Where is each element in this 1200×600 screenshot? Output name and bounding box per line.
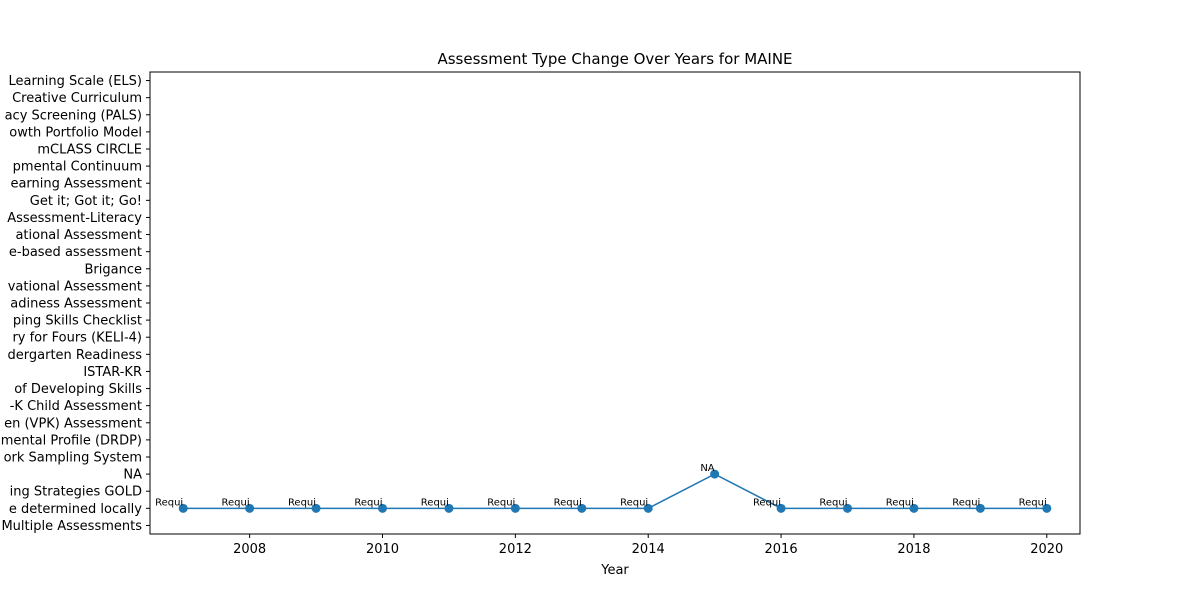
data-point-label: Requi: [354, 497, 382, 508]
y-tick-label: Learning Scale (ELS): [8, 74, 142, 89]
data-point: [510, 503, 520, 513]
data-point-label: Requi: [554, 497, 582, 508]
data-point-label: Requi: [155, 497, 183, 508]
y-tick-label: Assessment-Literacy: [7, 211, 142, 226]
y-tick-label: dergarten Readiness: [8, 348, 143, 363]
y-tick-label: adiness Assessment: [10, 297, 142, 312]
y-tick-label: of Developing Skills: [14, 382, 142, 397]
y-tick-label: vational Assessment: [8, 279, 142, 294]
data-point-label: Requi: [753, 497, 781, 508]
data-point: [776, 503, 786, 513]
x-tick-label: 2016: [765, 542, 798, 557]
series-line: [183, 473, 1047, 510]
y-tick-label: mCLASS CIRCLE: [37, 143, 142, 158]
data-point: [643, 503, 653, 513]
y-tick-label: e determined locally: [9, 502, 142, 517]
data-point-label: NA: [700, 463, 714, 474]
y-tick-label: pmental Continuum: [13, 160, 142, 175]
y-tick-label: Multiple Assessments: [1, 519, 142, 534]
data-point: [245, 503, 255, 513]
data-point-label: Requi: [886, 497, 914, 508]
data-point: [178, 503, 188, 513]
y-tick-label: earning Assessment: [10, 177, 142, 192]
data-point: [710, 469, 720, 479]
data-point-label: Requi: [288, 497, 316, 508]
y-tick-label: ork Sampling System: [4, 451, 142, 466]
data-point: [378, 503, 387, 513]
y-tick-label: ISTAR-KR: [83, 365, 142, 380]
x-tick-label: 2018: [897, 542, 930, 557]
data-point-label: Requi: [487, 497, 515, 508]
data-point: [444, 503, 454, 513]
plot-area-frame: [149, 71, 1081, 535]
x-tick-label: 2010: [366, 542, 399, 557]
y-tick-label: e-based assessment: [9, 245, 142, 260]
x-tick-label: 2014: [632, 542, 665, 557]
x-tick-label: 2012: [499, 542, 532, 557]
x-tick-label: 2008: [233, 542, 266, 557]
x-axis-ticks: 2008 2010 2012 2014 2016 2018 2020: [233, 534, 1063, 557]
y-tick-label: ing Strategies GOLD: [10, 485, 142, 500]
y-tick-label: Creative Curriculum: [12, 91, 142, 106]
x-tick-label: 2020: [1030, 542, 1063, 557]
y-tick-label: Get it; Got it; Go!: [30, 194, 142, 209]
y-tick-label: Brigance: [85, 262, 142, 277]
y-tick-label: ry for Fours (KELI-4): [12, 331, 142, 346]
data-point: [311, 503, 321, 513]
data-point: [1042, 503, 1052, 513]
data-point-label: Requi: [819, 497, 847, 508]
y-tick-label: owth Portfolio Model: [9, 125, 142, 140]
y-tick-label: NA: [123, 468, 142, 483]
chart-title: Assessment Type Change Over Years for MA…: [437, 50, 792, 68]
data-point: [843, 503, 852, 513]
y-tick-label: mental Profile (DRDP): [1, 433, 142, 448]
y-tick-label: ational Assessment: [15, 228, 142, 243]
data-point-label: Requi: [421, 497, 449, 508]
data-point-label: Requi: [620, 497, 648, 508]
series-layer: Requi Requi Requi Requi Requi Requi Requi Requi…: [155, 463, 1052, 513]
data-point-label: Requi: [1019, 497, 1047, 508]
y-tick-label: -K Child Assessment: [10, 399, 142, 414]
y-tick-label: acy Screening (PALS): [5, 108, 142, 123]
y-tick-label: ping Skills Checklist: [13, 314, 142, 329]
data-point: [975, 503, 985, 513]
y-tick-label: en (VPK) Assessment: [4, 416, 142, 431]
data-point-label: Requi: [952, 497, 980, 508]
data-point: [577, 503, 587, 513]
data-point-label: Requi: [222, 497, 250, 508]
y-axis-ticks: Multiple Assessments e determined locally…: [1, 74, 150, 534]
data-point: [909, 503, 919, 513]
x-axis-label: Year: [600, 563, 629, 578]
